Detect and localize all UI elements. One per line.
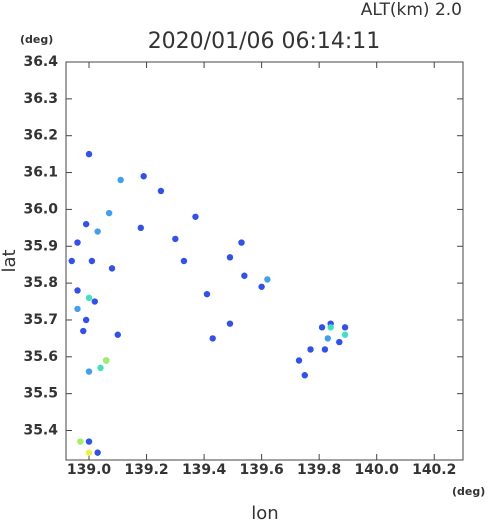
- x-axis-label: lon: [251, 503, 278, 521]
- echo-point: [137, 224, 144, 232]
- y-unit: (deg): [20, 33, 53, 46]
- echo-point: [80, 327, 87, 335]
- echo-point: [238, 239, 245, 246]
- echo-point: [108, 265, 116, 272]
- echo-point: [324, 335, 331, 342]
- subtitle: ALT(km) 2.0: [361, 0, 462, 20]
- y-tick-label: 36.1: [23, 165, 58, 181]
- plot-frame: [65, 61, 464, 461]
- echo-point: [85, 150, 93, 158]
- echo-point: [91, 298, 98, 305]
- x-tick-label: 139.2: [124, 462, 168, 478]
- echo-point: [82, 220, 90, 228]
- echo-point: [180, 257, 188, 265]
- echo-point: [88, 257, 96, 265]
- y-tick-label: 35.9: [23, 238, 58, 254]
- x-tick-label: 140.0: [355, 462, 400, 478]
- y-tick-label: 35.5: [23, 386, 58, 402]
- echo-point: [74, 239, 81, 246]
- y-tick-label: 36.2: [23, 128, 58, 144]
- echo-point: [85, 368, 93, 375]
- echo-point: [103, 357, 110, 364]
- echo-point: [94, 449, 101, 456]
- y-tick-label: 36.4: [23, 54, 58, 70]
- echo-point: [192, 213, 199, 220]
- echo-point: [82, 316, 90, 324]
- echo-point: [105, 209, 113, 217]
- x-unit: (deg): [452, 485, 485, 498]
- echo-point: [318, 324, 326, 331]
- echo-point: [77, 438, 84, 445]
- echo-point: [74, 305, 81, 313]
- echo-point: [114, 331, 121, 338]
- echo-point: [327, 324, 334, 331]
- x-tick-label: 139.6: [239, 462, 283, 478]
- echo-point: [226, 254, 234, 261]
- chart-title: 2020/01/06 06:14:11: [148, 29, 381, 54]
- echo-point: [172, 235, 179, 243]
- echo-point: [85, 438, 93, 445]
- echo-point: [321, 346, 329, 353]
- echo-point: [341, 324, 349, 331]
- echo-point: [341, 331, 349, 338]
- y-tick-label: 35.7: [23, 312, 58, 328]
- echo-point: [264, 276, 271, 283]
- x-tick-label: 140.2: [412, 462, 456, 478]
- echo-point: [97, 364, 104, 372]
- echo-point: [241, 272, 248, 279]
- y-tick-label: 35.8: [23, 275, 58, 291]
- x-tick-label: 139.4: [182, 462, 227, 478]
- echo-point: [209, 335, 216, 342]
- echo-point: [301, 372, 308, 379]
- echo-point: [157, 187, 165, 195]
- echo-point: [74, 287, 81, 294]
- y-tick-label: 35.6: [23, 349, 58, 365]
- echo-point: [203, 290, 211, 298]
- y-tick-label: 35.4: [23, 423, 58, 439]
- x-tick-label: 139.0: [67, 462, 112, 478]
- echo-point: [295, 357, 303, 364]
- echo-point: [117, 176, 124, 184]
- x-tick-label: 139.8: [297, 462, 341, 478]
- echo-point: [307, 346, 314, 353]
- echo-point: [226, 320, 234, 327]
- y-axis-label: lat: [0, 249, 20, 272]
- echo-point: [85, 449, 93, 456]
- y-tick-label: 36.3: [23, 91, 58, 107]
- echo-point: [68, 257, 75, 265]
- echo-point: [140, 173, 147, 180]
- echo-point: [94, 228, 101, 235]
- echo-point: [85, 294, 93, 302]
- y-tick-label: 36.0: [23, 201, 58, 217]
- echo-point: [258, 283, 265, 290]
- echo-point: [336, 338, 343, 346]
